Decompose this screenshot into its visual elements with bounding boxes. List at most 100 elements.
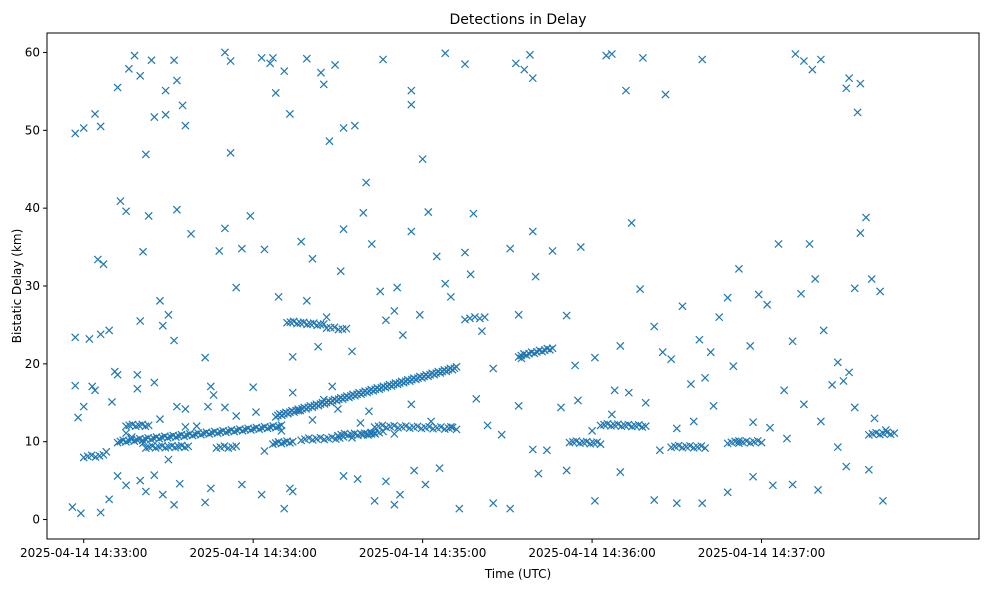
data-point <box>164 455 173 464</box>
data-point <box>480 313 489 322</box>
data-point <box>353 475 362 484</box>
data-point <box>850 403 859 412</box>
data-point <box>203 402 213 411</box>
data-point <box>322 313 331 322</box>
data-point <box>328 382 337 391</box>
data-point <box>124 64 133 73</box>
data-point <box>472 394 481 403</box>
data-point <box>432 252 441 261</box>
data-point <box>890 429 899 438</box>
data-point <box>421 480 430 489</box>
data-point <box>390 306 399 315</box>
data-point <box>483 421 492 430</box>
data-point <box>90 109 100 118</box>
data-point <box>791 49 800 59</box>
data-point <box>455 504 464 513</box>
data-point <box>280 504 289 513</box>
data-point <box>288 388 297 397</box>
chart-title: Detections in Delay <box>449 12 586 28</box>
data-point <box>749 418 758 427</box>
data-point <box>215 246 224 255</box>
data-point <box>441 279 450 288</box>
data-point <box>638 53 647 62</box>
x-tick-label: 2025-04-14 14:34:00 <box>189 546 316 560</box>
data-point <box>808 65 817 74</box>
data-point <box>226 57 235 66</box>
data-point <box>138 439 148 448</box>
data-point <box>381 316 390 325</box>
data-point <box>407 86 416 95</box>
data-point <box>528 445 537 454</box>
data-point <box>797 289 806 298</box>
data-point <box>799 57 808 66</box>
data-point <box>525 50 534 59</box>
x-axis-label: Time (UTC) <box>484 567 551 581</box>
data-point <box>122 429 131 438</box>
data-point <box>96 330 105 339</box>
data-point <box>316 68 325 77</box>
data-point <box>754 290 763 299</box>
data-point <box>534 469 543 478</box>
data-point <box>220 403 229 412</box>
data-point <box>528 74 537 83</box>
data-point <box>655 446 664 455</box>
data-point <box>658 348 667 357</box>
data-point <box>280 67 289 76</box>
data-point <box>206 382 215 391</box>
data-point <box>308 415 317 424</box>
data-point <box>271 88 280 97</box>
data-point <box>178 101 187 110</box>
data-point <box>308 254 317 263</box>
data-point <box>746 341 755 350</box>
data-point <box>862 213 871 222</box>
data-point <box>220 224 229 233</box>
data-point <box>878 496 888 505</box>
data-point <box>330 323 339 332</box>
data-point <box>729 362 738 371</box>
data-point <box>99 260 108 269</box>
data-point <box>695 335 704 344</box>
data-point <box>350 121 359 130</box>
data-point <box>150 378 159 387</box>
y-tick-label: 30 <box>25 279 40 293</box>
data-point <box>127 432 136 442</box>
data-point <box>514 310 523 319</box>
data-point <box>68 503 77 512</box>
data-point <box>627 218 636 227</box>
y-tick-label: 40 <box>25 201 40 215</box>
data-point <box>170 336 179 345</box>
data-point <box>475 314 484 323</box>
data-point <box>763 300 772 309</box>
data-point <box>249 383 258 392</box>
data-point <box>319 395 328 404</box>
x-tick-label: 2025-04-14 14:37:00 <box>698 546 825 560</box>
data-point <box>74 413 83 422</box>
data-point <box>588 426 597 435</box>
data-point <box>339 123 348 132</box>
data-point <box>562 311 571 320</box>
data-point <box>469 209 478 218</box>
data-point <box>105 326 114 335</box>
data-point <box>336 267 345 276</box>
data-point <box>506 504 515 513</box>
data-point <box>556 403 566 412</box>
data-point <box>607 410 616 419</box>
data-point <box>418 155 427 164</box>
data-point <box>288 437 297 446</box>
data-point <box>122 207 131 216</box>
data-point <box>288 352 297 361</box>
data-point <box>257 490 266 499</box>
y-tick-label: 0 <box>32 513 40 527</box>
data-point <box>562 466 571 475</box>
data-point <box>780 386 789 395</box>
data-point <box>277 426 286 435</box>
data-point <box>172 402 181 411</box>
data-point <box>181 422 190 431</box>
data-point <box>359 208 368 217</box>
data-point <box>465 314 474 323</box>
data-point <box>839 376 848 385</box>
data-point <box>76 509 85 518</box>
data-point <box>93 255 102 264</box>
data-point <box>237 244 246 253</box>
